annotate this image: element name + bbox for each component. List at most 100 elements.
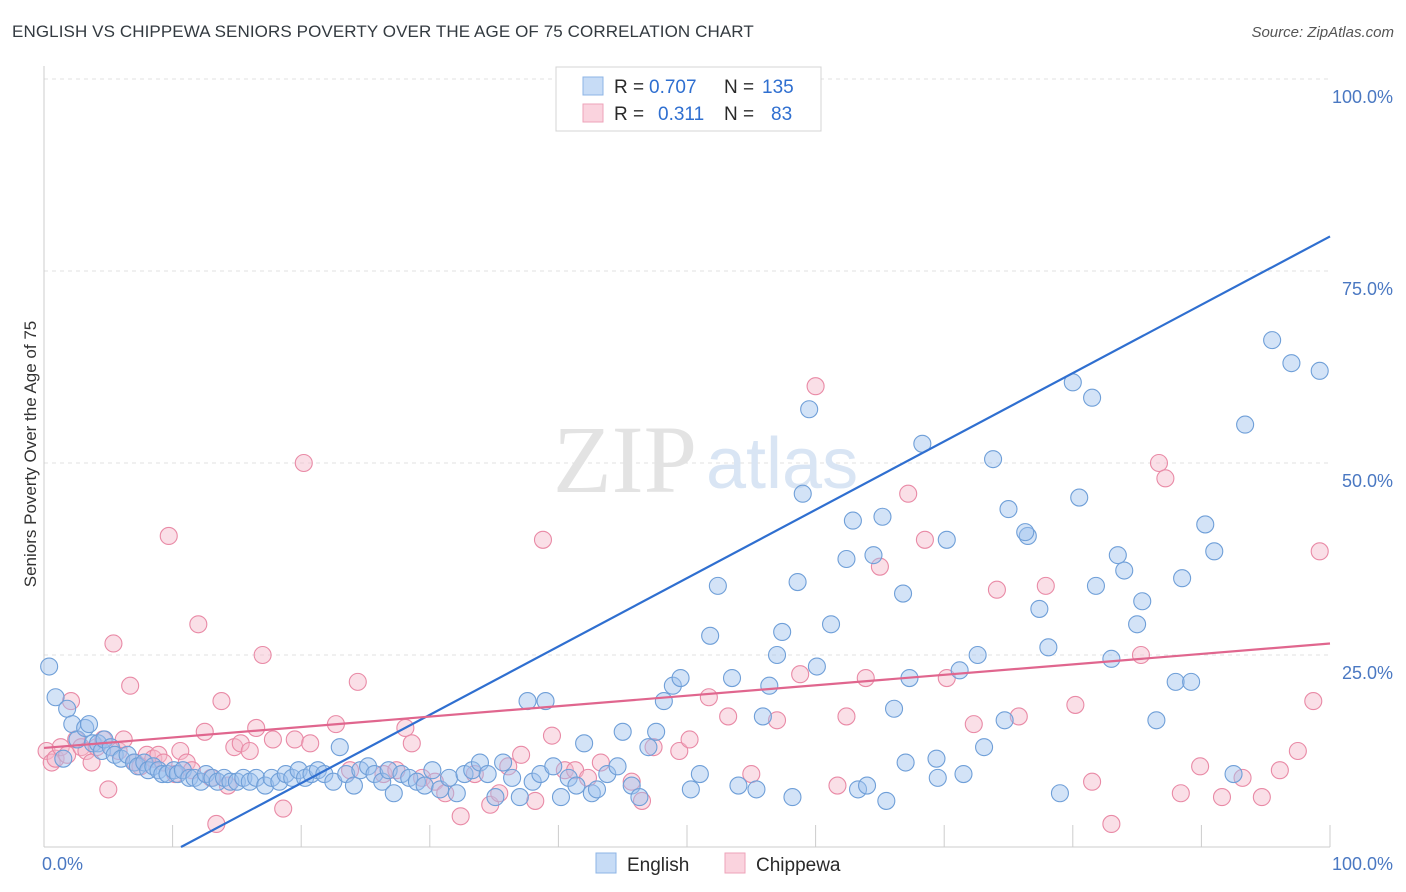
point-chippewa: [542, 726, 562, 745]
point-chippewa: [964, 715, 983, 734]
point-english: [344, 776, 363, 795]
point-chippewa: [99, 780, 118, 799]
point-chippewa: [1171, 784, 1190, 803]
point-chippewa: [451, 807, 470, 826]
point-chippewa: [1233, 768, 1252, 787]
point-english: [788, 572, 807, 592]
point-english: [551, 788, 571, 807]
point-english: [503, 768, 522, 787]
point-english: [1070, 488, 1089, 507]
stats-n-value-chippewa: 83: [771, 104, 792, 125]
point-english: [510, 788, 529, 807]
point-english: [180, 768, 199, 787]
point-english: [873, 507, 892, 526]
point-english: [950, 661, 969, 680]
point-english: [46, 688, 65, 707]
point-chippewa: [719, 707, 738, 726]
point-english: [722, 668, 742, 688]
point-english: [486, 788, 505, 807]
point-english: [1196, 515, 1215, 534]
point-english: [968, 645, 987, 665]
point-english: [559, 768, 578, 787]
point-english: [708, 576, 727, 595]
point-english: [927, 749, 946, 768]
point-english: [1282, 354, 1301, 373]
point-english: [1236, 415, 1255, 434]
stats-n-label-english: N =: [724, 77, 754, 98]
point-chippewa: [828, 776, 847, 795]
point-chippewa: [263, 730, 282, 749]
point-chippewa: [1083, 772, 1102, 791]
point-chippewa: [212, 692, 231, 711]
point-chippewa: [899, 484, 918, 503]
point-english: [544, 757, 563, 776]
gridlines: [44, 78, 1330, 656]
point-chippewa: [622, 772, 641, 791]
point-chippewa: [1252, 788, 1271, 807]
watermark-atlas: atlas: [706, 424, 858, 504]
point-english: [753, 707, 772, 726]
point-chippewa: [767, 711, 787, 730]
point-chippewa: [699, 688, 718, 707]
point-english: [283, 768, 302, 787]
watermark-zip: ZIP: [553, 406, 697, 513]
point-chippewa: [1149, 453, 1169, 473]
point-chippewa: [159, 526, 178, 546]
point-english: [1086, 576, 1105, 595]
point-english: [884, 699, 904, 718]
point-english: [928, 768, 947, 787]
point-chippewa: [526, 791, 545, 810]
point-english: [821, 615, 841, 634]
point-english: [1166, 672, 1185, 691]
stats-r-label-english: R =: [614, 77, 644, 98]
point-chippewa: [1288, 741, 1307, 761]
stats-r-value-english: 0.707: [649, 77, 697, 98]
data-points: [37, 331, 1329, 834]
point-chippewa: [837, 707, 856, 726]
point-english: [613, 722, 632, 741]
point-english: [153, 764, 172, 784]
point-english: [1115, 561, 1134, 580]
point-chippewa: [1270, 761, 1289, 780]
point-english: [984, 450, 1003, 469]
series-legend: English Chippewa: [595, 852, 841, 876]
legend-label-chippewa: Chippewa: [756, 855, 841, 876]
y-tick-label: 50.0%: [1342, 471, 1393, 491]
point-chippewa: [791, 665, 810, 684]
point-english: [893, 584, 913, 603]
point-chippewa: [1131, 645, 1151, 665]
point-english: [800, 400, 819, 419]
stats-legend: R = 0.707 N = 135 R = 0.311 N = 83: [555, 66, 822, 132]
trend-line-chippewa: [43, 642, 1331, 750]
y-tick-label: 25.0%: [1342, 663, 1393, 683]
point-english: [848, 780, 868, 799]
source-note: Source: ZipAtlas.com: [1251, 24, 1394, 41]
point-chippewa: [1102, 814, 1121, 834]
point-chippewa: [1036, 576, 1055, 595]
point-english: [587, 780, 607, 799]
point-chippewa: [189, 615, 208, 634]
point-chippewa: [512, 745, 531, 764]
point-chippewa: [856, 668, 875, 688]
y-tick-label: 100.0%: [1332, 87, 1393, 107]
point-english: [1224, 764, 1243, 784]
point-chippewa: [915, 530, 934, 549]
legend-label-english: English: [627, 855, 689, 876]
point-english: [608, 757, 627, 776]
point-english: [639, 738, 658, 757]
point-chippewa: [348, 672, 367, 691]
y-axis-label: Seniors Poverty Over the Age of 75: [21, 321, 40, 587]
point-chippewa: [104, 634, 123, 653]
point-english: [1083, 388, 1102, 407]
point-english: [598, 764, 617, 784]
point-english: [630, 788, 649, 807]
point-chippewa: [240, 741, 259, 761]
point-english: [54, 749, 73, 768]
point-english: [1128, 615, 1147, 634]
point-english: [447, 784, 466, 803]
trend-line-english: [180, 235, 1331, 848]
point-english: [783, 788, 802, 807]
stats-legend-swatch-chippewa: [582, 103, 604, 123]
point-english: [937, 530, 956, 549]
